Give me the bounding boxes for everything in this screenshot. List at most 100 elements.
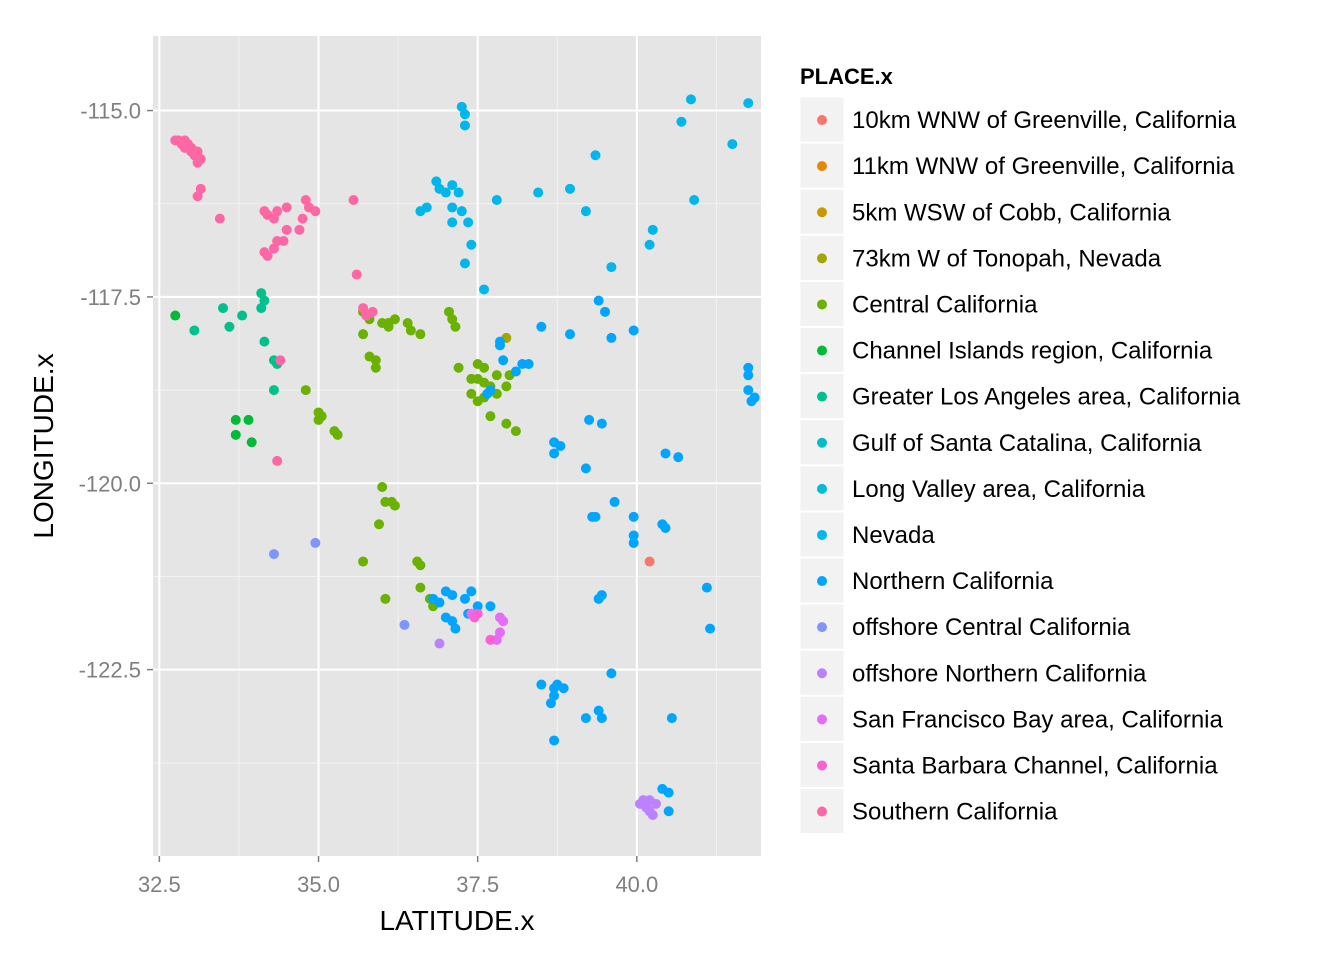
data-points	[170, 94, 760, 820]
data-point	[584, 414, 595, 425]
data-point	[374, 519, 385, 530]
legend-key-dot	[817, 391, 827, 402]
data-point	[549, 735, 560, 746]
data-point	[606, 668, 617, 679]
data-point	[256, 288, 267, 299]
data-point	[485, 601, 496, 612]
data-point	[479, 362, 490, 373]
x-tick-label: 40.0	[615, 872, 658, 897]
data-point	[565, 183, 576, 194]
data-point	[358, 556, 369, 567]
data-point	[310, 206, 321, 217]
data-point	[565, 329, 576, 340]
data-point	[663, 787, 674, 798]
data-point	[237, 310, 248, 321]
data-point	[256, 303, 267, 314]
data-point	[743, 98, 754, 109]
data-point	[447, 616, 458, 627]
data-point	[466, 586, 477, 597]
legend-key-dot	[817, 483, 827, 494]
data-point	[447, 590, 458, 601]
data-point	[230, 429, 241, 440]
data-point	[214, 213, 225, 224]
legend-label: 11km WNW of Greenville, California	[852, 153, 1235, 180]
data-point	[593, 705, 604, 716]
data-point	[259, 295, 270, 306]
data-point	[494, 340, 505, 351]
data-point	[415, 329, 426, 340]
data-point	[596, 713, 607, 724]
data-point	[447, 314, 458, 325]
x-tick-label: 37.5	[456, 872, 499, 897]
data-point	[596, 418, 607, 429]
data-point	[485, 411, 496, 422]
legend-label: Channel Islands region, California	[852, 338, 1213, 365]
data-point	[555, 441, 566, 451]
data-point	[727, 139, 738, 150]
y-tick-label: -122.5	[79, 658, 141, 683]
y-tick-label: -117.5	[80, 285, 141, 310]
data-point	[459, 593, 470, 604]
data-point	[380, 593, 391, 604]
legend-key-dot	[817, 622, 827, 633]
legend-label: Gulf of Santa Catalina, California	[852, 430, 1202, 457]
data-point	[268, 243, 279, 254]
legend: 10km WNW of Greenville, California 11km W…	[799, 96, 1241, 835]
data-point	[377, 482, 388, 492]
legend-key-dot	[817, 806, 827, 817]
data-point	[186, 142, 197, 153]
data-point	[192, 157, 203, 168]
data-point	[453, 362, 464, 373]
legend-key-dot	[817, 714, 827, 725]
data-point	[549, 690, 560, 701]
data-point	[389, 314, 400, 325]
data-point	[444, 306, 455, 317]
data-point	[469, 612, 480, 623]
y-tick-label: -120.0	[79, 471, 141, 496]
legend-label: 5km WSW of Cobb, California	[852, 199, 1171, 226]
data-point	[676, 116, 687, 127]
data-point	[370, 362, 381, 373]
data-point	[536, 679, 547, 690]
data-point	[498, 355, 509, 366]
data-point	[294, 224, 305, 235]
data-point	[593, 593, 604, 604]
legend-label: Central California	[852, 291, 1038, 318]
data-point	[405, 325, 416, 336]
data-point	[316, 411, 327, 422]
data-point	[189, 325, 200, 336]
data-point	[415, 560, 426, 571]
data-point	[192, 191, 203, 202]
data-point	[459, 109, 470, 120]
data-point	[501, 418, 512, 429]
data-point	[628, 537, 639, 548]
data-point	[593, 295, 604, 306]
y-axis-title: LONGITUDE.x	[28, 353, 59, 538]
data-point	[580, 206, 591, 217]
x-tick-label: 35.0	[297, 872, 340, 897]
data-point	[466, 388, 477, 399]
legend-label: Santa Barbara Channel, California	[852, 752, 1218, 779]
data-point	[281, 224, 292, 235]
legend-key-dot	[817, 253, 827, 264]
data-point	[501, 381, 512, 392]
data-point	[491, 195, 502, 205]
data-point	[440, 187, 451, 198]
data-point	[456, 206, 467, 217]
data-point	[494, 627, 505, 638]
data-point	[399, 619, 410, 630]
legend-key-dot	[817, 437, 827, 448]
legend-label: offshore Central California	[852, 614, 1131, 641]
data-point	[660, 523, 671, 533]
major-gridlines	[153, 36, 761, 856]
data-point	[268, 385, 279, 396]
data-point	[453, 187, 464, 198]
legend-label: offshore Northern California	[852, 660, 1147, 687]
data-point	[243, 414, 254, 425]
data-point	[459, 258, 470, 269]
legend-key-dot	[817, 207, 827, 218]
data-point	[647, 810, 658, 820]
legend-label: Long Valley area, California	[852, 476, 1146, 503]
data-point	[259, 247, 270, 258]
data-point	[510, 426, 521, 437]
